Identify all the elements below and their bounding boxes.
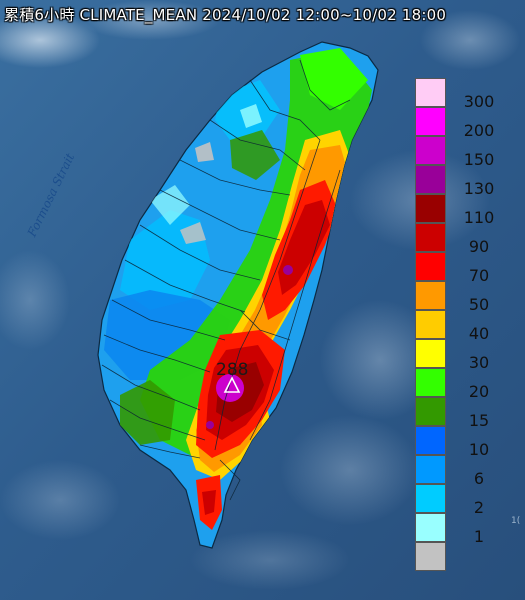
legend-swatch bbox=[415, 165, 446, 194]
legend-label: 300 bbox=[463, 92, 495, 111]
map-title: 累積6小時 CLIMATE_MEAN 2024/10/02 12:00~10/0… bbox=[4, 6, 447, 24]
legend-swatch bbox=[415, 223, 446, 252]
legend-swatch bbox=[415, 368, 446, 397]
legend-label: 2 bbox=[473, 498, 485, 517]
boundary-lines bbox=[101, 59, 351, 501]
legend-label: 6 bbox=[473, 469, 485, 488]
legend-label: 30 bbox=[468, 353, 490, 372]
legend-swatch bbox=[415, 339, 446, 368]
legend-swatch bbox=[415, 484, 446, 513]
legend-label: 50 bbox=[468, 295, 490, 314]
legend-label: 10 bbox=[468, 440, 490, 459]
legend-label: 15 bbox=[468, 411, 490, 430]
legend-swatch bbox=[415, 194, 446, 223]
legend-label: 110 bbox=[463, 208, 495, 227]
peak-value-label: 288 bbox=[216, 360, 249, 380]
legend-label: 1 bbox=[473, 527, 485, 546]
legend-swatch bbox=[415, 78, 446, 107]
legend-label: 130 bbox=[463, 179, 495, 198]
legend-swatch bbox=[415, 397, 446, 426]
legend-swatch bbox=[415, 281, 446, 310]
edge-mark: 1( bbox=[511, 516, 521, 526]
legend-swatch bbox=[415, 455, 446, 484]
legend-label: 150 bbox=[463, 150, 495, 169]
legend-swatch bbox=[415, 542, 446, 571]
legend-label: 200 bbox=[463, 121, 495, 140]
cloud-texture bbox=[0, 0, 520, 590]
legend-swatch bbox=[415, 107, 446, 136]
color-legend: 300 200 150 130 110 90 70 50 40 30 20 15 10 6 2 1 bbox=[411, 78, 512, 571]
legend-label: 90 bbox=[468, 237, 490, 256]
legend-label: 70 bbox=[468, 266, 490, 285]
legend-swatch bbox=[415, 136, 446, 165]
legend-swatch bbox=[415, 426, 446, 455]
legend-swatch bbox=[415, 252, 446, 281]
legend-label: 20 bbox=[468, 382, 490, 401]
legend-swatch bbox=[415, 513, 446, 542]
legend-swatch bbox=[415, 310, 446, 339]
triangle-icon bbox=[223, 376, 241, 393]
legend-label: 40 bbox=[468, 324, 490, 343]
taiwan-island bbox=[97, 41, 379, 549]
